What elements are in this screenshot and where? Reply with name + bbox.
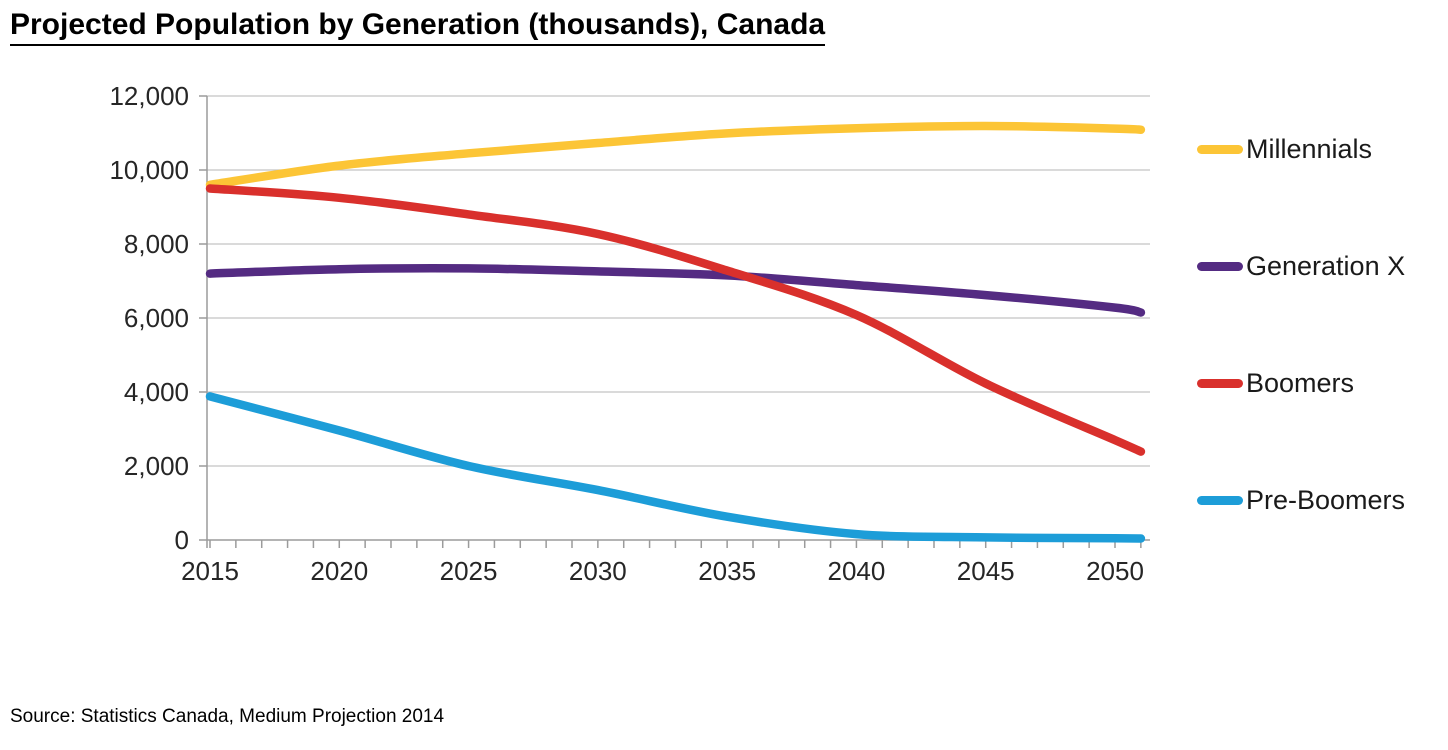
- legend-swatch-icon: [1197, 495, 1243, 505]
- x-tick-label: 2015: [181, 556, 239, 586]
- series-line-boomers: [205, 184, 1146, 456]
- x-tick-label: 2035: [698, 556, 757, 586]
- legend-swatch-icon: [1197, 261, 1243, 271]
- y-tick-label: 6,000: [123, 303, 189, 333]
- legend-item-generation-x: Generation X: [1197, 249, 1405, 283]
- y-tick-label: 2,000: [123, 451, 189, 481]
- series-line-pre-boomers: [205, 392, 1146, 543]
- x-tick-label: 2030: [568, 556, 627, 586]
- legend-label: Generation X: [1246, 250, 1406, 281]
- x-tick-label: 2045: [956, 556, 1015, 586]
- chart-title: Projected Population by Generation (thou…: [10, 8, 826, 46]
- legend-label: Boomers: [1246, 367, 1355, 398]
- legend-item-boomers: Boomers: [1197, 366, 1354, 400]
- legend-item-millennials: Millennials: [1197, 132, 1372, 166]
- legend-label: Pre-Boomers: [1246, 484, 1406, 515]
- x-tick-label: 2040: [827, 556, 886, 586]
- series-line-generation-x: [205, 264, 1146, 317]
- legend-item-pre-boomers: Pre-Boomers: [1197, 483, 1405, 517]
- x-tick-label: 2050: [1086, 556, 1144, 586]
- legend-label: Millennials: [1246, 133, 1373, 164]
- x-tick-label: 2025: [439, 556, 498, 586]
- series-line-millennials: [205, 121, 1146, 190]
- x-tick-label: 2020: [310, 556, 369, 586]
- y-tick-label: 8,000: [123, 229, 189, 259]
- y-tick-label: 12,000: [109, 81, 189, 111]
- y-tick-label: 0: [174, 525, 189, 555]
- y-tick-label: 4,000: [123, 377, 189, 407]
- legend-swatch-icon: [1197, 378, 1243, 388]
- y-tick-label: 10,000: [109, 155, 189, 185]
- legend-swatch-icon: [1197, 144, 1243, 154]
- source-note: Source: Statistics Canada, Medium Projec…: [10, 706, 445, 727]
